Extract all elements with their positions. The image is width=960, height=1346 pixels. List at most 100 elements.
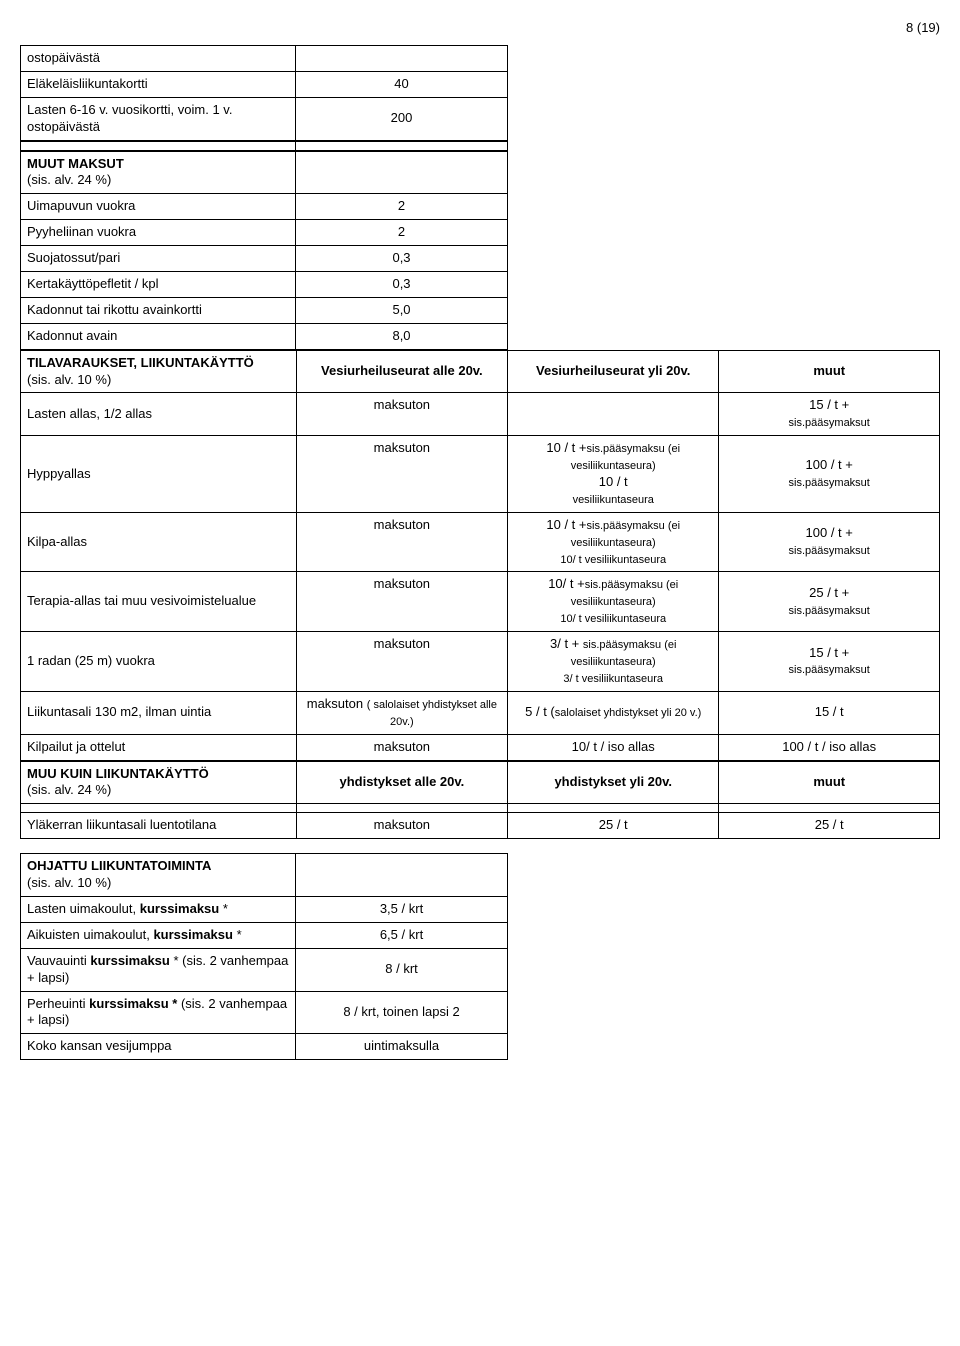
cell: 8,0 [296, 323, 507, 349]
cell: 40 [296, 71, 507, 97]
cell: 3/ t + sis.pääsymaksu (ei vesiliikuntase… [508, 632, 719, 692]
cell: maksuton [296, 734, 507, 760]
cell: Kilpa-allas [21, 512, 297, 572]
table-muut-maksut: MUUT MAKSUT (sis. alv. 24 %) Uimapuvun v… [20, 151, 508, 350]
cell: Liikuntasali 130 m2, ilman uintia [21, 691, 297, 734]
cell: Perheuinti kurssimaksu * (sis. 2 vanhemp… [21, 991, 296, 1034]
table-row: Yläkerran liikuntasali luentotilana maks… [21, 813, 940, 839]
cell: Koko kansan vesijumppa [21, 1034, 296, 1060]
cell: 2 [296, 220, 507, 246]
cell: 5,0 [296, 297, 507, 323]
cell: Aikuisten uimakoulut, kurssimaksu * [21, 922, 296, 948]
cell: 10/ t +sis.pääsymaksu (ei vesiliikuntase… [508, 572, 719, 632]
section-sub: (sis. alv. 24 %) [27, 172, 111, 187]
cell: 100 / t +sis.pääsymaksut [719, 436, 940, 513]
cell: 15 / t +sis.pääsymaksut [719, 632, 940, 692]
cell: Lasten allas, 1/2 allas [21, 393, 297, 436]
table-row: Eläkeläisliikuntakortti 40 [21, 71, 508, 97]
cell: ostopäivästä [21, 46, 296, 72]
cell: Hyppyallas [21, 436, 297, 513]
section-title: MUU KUIN LIIKUNTAKÄYTTÖ [27, 766, 209, 781]
col-header: yhdistykset alle 20v. [296, 761, 507, 804]
section-title: TILAVARAUKSET, LIIKUNTAKÄYTTÖ [27, 355, 254, 370]
table-row: Lasten allas, 1/2 allas maksuton 15 / t … [21, 393, 940, 436]
cell: Vauvauinti kurssimaksu * (sis. 2 vanhemp… [21, 948, 296, 991]
col-header: yhdistykset yli 20v. [508, 761, 719, 804]
page-number: 8 (19) [20, 20, 940, 35]
cell: 3,5 / krt [296, 896, 507, 922]
section-title: OHJATTU LIIKUNTATOIMINTA [27, 858, 211, 873]
table-row: Kilpailut ja ottelut maksuton 10/ t / is… [21, 734, 940, 760]
table-ohjattu: OHJATTU LIIKUNTATOIMINTA (sis. alv. 10 %… [20, 853, 508, 1060]
table-row: MUU KUIN LIIKUNTAKÄYTTÖ (sis. alv. 24 %)… [21, 761, 940, 804]
cell: 0,3 [296, 272, 507, 298]
table-row: Lasten uimakoulut, kurssimaksu * 3,5 / k… [21, 896, 508, 922]
cell: 8 / krt, toinen lapsi 2 [296, 991, 507, 1034]
cell [296, 46, 507, 72]
cell: 100 / t +sis.pääsymaksut [719, 512, 940, 572]
table-row: Vauvauinti kurssimaksu * (sis. 2 vanhemp… [21, 948, 508, 991]
cell: 25 / t +sis.pääsymaksut [719, 572, 940, 632]
table-row: Hyppyallas maksuton 10 / t +sis.pääsymak… [21, 436, 940, 513]
table-row: Kilpa-allas maksuton 10 / t +sis.pääsyma… [21, 512, 940, 572]
table-row: Koko kansan vesijumppa uintimaksulla [21, 1034, 508, 1060]
cell: Eläkeläisliikuntakortti [21, 71, 296, 97]
table-row: Perheuinti kurssimaksu * (sis. 2 vanhemp… [21, 991, 508, 1034]
table-row: OHJATTU LIIKUNTATOIMINTA (sis. alv. 10 %… [21, 854, 508, 897]
table-row: TILAVARAUKSET, LIIKUNTAKÄYTTÖ (sis. alv.… [21, 350, 940, 393]
table-row: Suojatossut/pari 0,3 [21, 246, 508, 272]
table-row: Liikuntasali 130 m2, ilman uintia maksut… [21, 691, 940, 734]
cell: Lasten uimakoulut, kurssimaksu * [21, 896, 296, 922]
cell: 15 / t [719, 691, 940, 734]
col-header: muut [719, 761, 940, 804]
cell: Terapia-allas tai muu vesivoimistelualue [21, 572, 297, 632]
col-header: Vesiurheiluseurat yli 20v. [508, 350, 719, 393]
table-row: 1 radan (25 m) vuokra maksuton 3/ t + si… [21, 632, 940, 692]
cell: maksuton [296, 512, 507, 572]
section-sub: (sis. alv. 10 %) [27, 875, 111, 890]
cell: 5 / t (salolaiset yhdistykset yli 20 v.) [508, 691, 719, 734]
table-row: Kadonnut tai rikottu avainkortti 5,0 [21, 297, 508, 323]
table-row: MUUT MAKSUT (sis. alv. 24 %) [21, 151, 508, 194]
table-row: Lasten 6-16 v. vuosikortti, voim. 1 v. o… [21, 97, 508, 140]
cell: Kilpailut ja ottelut [21, 734, 297, 760]
table-row: Terapia-allas tai muu vesivoimistelualue… [21, 572, 940, 632]
table-muu-kuin: MUU KUIN LIIKUNTAKÄYTTÖ (sis. alv. 24 %)… [20, 761, 940, 840]
section-sub: (sis. alv. 10 %) [27, 372, 111, 387]
table-row: Aikuisten uimakoulut, kurssimaksu * 6,5 … [21, 922, 508, 948]
cell: 6,5 / krt [296, 922, 507, 948]
cell: 25 / t [508, 813, 719, 839]
table-row: Uimapuvun vuokra 2 [21, 194, 508, 220]
cell: 10 / t +sis.pääsymaksu (ei vesiliikuntas… [508, 512, 719, 572]
table-row: Kadonnut avain 8,0 [21, 323, 508, 349]
cell: Lasten 6-16 v. vuosikortti, voim. 1 v. o… [21, 97, 296, 140]
cell: Kertakäyttöpefletit / kpl [21, 272, 296, 298]
section-sub: (sis. alv. 24 %) [27, 782, 111, 797]
cell: maksuton [296, 393, 507, 436]
cell: Kadonnut avain [21, 323, 296, 349]
cell: uintimaksulla [296, 1034, 507, 1060]
cell: Yläkerran liikuntasali luentotilana [21, 813, 297, 839]
table-row: Kertakäyttöpefletit / kpl 0,3 [21, 272, 508, 298]
cell: maksuton ( salolaiset yhdistykset alle 2… [296, 691, 507, 734]
col-header: Vesiurheiluseurat alle 20v. [296, 350, 507, 393]
cell: 10 / t +sis.pääsymaksu (ei vesiliikuntas… [508, 436, 719, 513]
cell: 8 / krt [296, 948, 507, 991]
table-row: Pyyheliinan vuokra 2 [21, 220, 508, 246]
cell: Uimapuvun vuokra [21, 194, 296, 220]
cell: 1 radan (25 m) vuokra [21, 632, 297, 692]
cell: maksuton [296, 436, 507, 513]
cell: 25 / t [719, 813, 940, 839]
cell [508, 393, 719, 436]
cell: 15 / t +sis.pääsymaksut [719, 393, 940, 436]
table-row: ostopäivästä [21, 46, 508, 72]
cell: Pyyheliinan vuokra [21, 220, 296, 246]
table-top: ostopäivästä Eläkeläisliikuntakortti 40L… [20, 45, 508, 141]
cell: maksuton [296, 572, 507, 632]
cell: 0,3 [296, 246, 507, 272]
section-title: MUUT MAKSUT [27, 156, 124, 171]
cell: maksuton [296, 632, 507, 692]
cell: 100 / t / iso allas [719, 734, 940, 760]
cell: maksuton [296, 813, 507, 839]
cell: 10/ t / iso allas [508, 734, 719, 760]
